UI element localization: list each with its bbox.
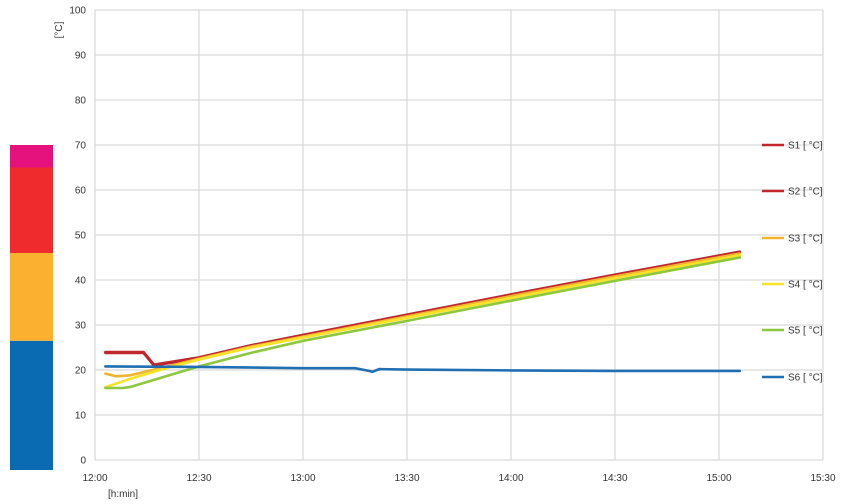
series-line-s4 [104,254,742,389]
legend-label-s2: S2 [ °C] [788,187,823,198]
chart-legend: S1 [ °C] S2 [ °C] S3 [ °C] S4 [ °C] S5 [ °C]… [762,141,823,384]
color-scale-segment-base [10,460,53,470]
plot-grid [94,9,824,461]
x-axis-label: [h:min] [108,489,138,500]
y-tick-label: 0 [80,456,86,467]
series-line-s1 [104,250,742,366]
y-tick-label: 10 [75,411,87,422]
y-tick-label: 60 [75,186,87,197]
x-axis-ticks: 12:00 12:30 13:00 13:30 14:00 14:30 15:00 15:30 [82,473,835,484]
data-series [104,250,742,390]
y-tick-label: 30 [75,321,87,332]
legend-label-s3: S3 [ °C] [788,234,823,245]
y-tick-label: 20 [75,366,87,377]
x-tick-label: 15:00 [706,473,731,484]
x-tick-label: 13:00 [290,473,315,484]
color-scale-segment-3 [10,145,53,168]
y-tick-label: 100 [69,6,86,17]
y-tick-label: 70 [75,141,87,152]
legend-label-s5: S5 [ °C] [788,326,823,337]
color-scale-segment-2 [10,167,53,253]
x-tick-label: 12:30 [186,473,211,484]
y-axis-label: [°C] [54,21,65,38]
color-scale-segment-0 [10,340,53,460]
x-tick-label: 15:30 [810,473,835,484]
legend-label-s4: S4 [ °C] [788,280,823,291]
x-tick-label: 14:00 [498,473,523,484]
y-tick-label: 90 [75,51,87,62]
y-tick-label: 40 [75,276,87,287]
y-axis-ticks: 0 10 20 30 40 50 60 70 80 90 100 [69,6,86,467]
color-scale-bar [10,145,53,470]
legend-label-s1: S1 [ °C] [788,141,823,152]
y-tick-label: 80 [75,96,87,107]
series-line-s5 [104,256,742,390]
legend-label-s6: S6 [ °C] [788,373,823,384]
x-tick-label: 14:30 [602,473,627,484]
y-tick-label: 50 [75,231,87,242]
series-line-s2 [104,251,742,367]
x-tick-label: 13:30 [394,473,419,484]
series-line-s6 [104,365,742,374]
color-scale-segment-1 [10,253,53,341]
x-tick-label: 12:00 [82,473,107,484]
